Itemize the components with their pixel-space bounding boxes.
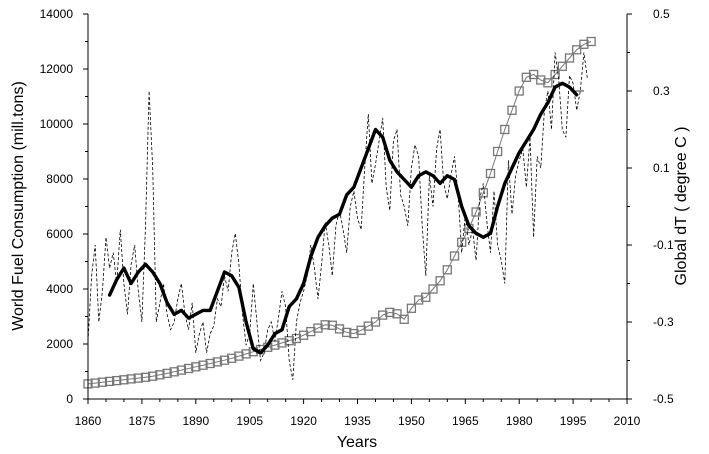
fuel-consumption-point <box>205 358 215 369</box>
x-axis-title: Years <box>337 434 377 451</box>
x-tick-label: 1890 <box>182 414 209 428</box>
fuel-consumption-point <box>485 168 496 179</box>
fuel-consumption-point <box>428 284 438 294</box>
left-y-axis-title: World Fuel Consumption (mill.tons) <box>10 81 27 331</box>
fuel-consumption-point <box>421 292 431 302</box>
x-tick-label: 1875 <box>129 414 156 428</box>
fuel-consumption-point <box>435 276 445 286</box>
left-y-tick-label: 10000 <box>40 117 74 131</box>
right-y-tick-label: 0.3 <box>653 84 670 98</box>
fuel-consumption-point <box>176 365 187 375</box>
fuel-consumption-point <box>399 314 409 324</box>
fuel-consumption-point <box>198 360 208 370</box>
plot-area <box>83 36 596 389</box>
fuel-consumption-line <box>87 41 592 385</box>
x-tick-label: 2010 <box>614 414 641 428</box>
left-y-tick-label: 14000 <box>40 7 74 21</box>
fuel-consumption-point <box>349 328 359 339</box>
fuel-consumption-point <box>320 320 330 330</box>
fuel-consumption-point <box>528 69 539 80</box>
left-y-tick-label: 0 <box>66 392 73 406</box>
fuel-consumption-point <box>449 251 460 261</box>
fuel-consumption-point <box>370 317 381 327</box>
fuel-consumption-point <box>162 368 172 379</box>
right-y-tick-label: -0.1 <box>653 238 674 252</box>
fuel-consumption-point <box>492 146 503 157</box>
fuel-consumption-point <box>378 310 388 320</box>
fuel-consumption-point <box>277 338 287 348</box>
fuel-consumption-point <box>219 355 230 365</box>
x-tick-label: 1965 <box>452 414 479 428</box>
left-y-tick-label: 2000 <box>46 337 73 351</box>
fuel-consumption-point <box>586 36 596 47</box>
right-y-axis-title: Global dT ( degree C ) <box>673 127 690 286</box>
fuel-consumption-point <box>385 307 395 318</box>
left-y-tick-label: 6000 <box>46 227 73 241</box>
fuel-consumption-point <box>104 376 115 387</box>
fuel-consumption-point <box>500 124 510 135</box>
x-tick-label: 1950 <box>398 414 425 428</box>
fuel-consumption-point <box>234 351 244 361</box>
fuel-consumption-point <box>471 207 481 217</box>
right-y-tick-label: -0.3 <box>653 315 674 329</box>
left-y-tick-label: 8000 <box>46 172 73 186</box>
fuel-consumption-point <box>543 78 553 88</box>
right-y-tick-label: 0.5 <box>653 7 670 21</box>
fuel-consumption-point <box>406 303 417 313</box>
fuel-consumption-point <box>227 353 237 363</box>
x-tick-label: 1860 <box>75 414 102 428</box>
fuel-consumption-point <box>564 53 575 63</box>
x-tick-label: 1920 <box>290 414 317 428</box>
fuel-consumption-point <box>342 327 352 338</box>
fuel-consumption-point <box>536 75 546 85</box>
x-tick-label: 1905 <box>236 414 263 428</box>
right-y-tick-label: -0.5 <box>653 392 674 406</box>
fuel-consumption-point <box>521 72 532 82</box>
x-tick-label: 1995 <box>560 414 587 428</box>
fuel-consumption-point <box>241 349 251 359</box>
fuel-consumption-point <box>119 375 129 385</box>
fuel-consumption-point <box>97 377 108 387</box>
left-y-tick-label: 4000 <box>46 282 73 296</box>
x-tick-label: 1935 <box>344 414 371 428</box>
fuel-consumption-point <box>442 265 452 275</box>
fuel-consumption-point <box>148 371 158 381</box>
axes <box>87 14 628 400</box>
fuel-consumption-point <box>90 378 100 388</box>
left-y-tick-label: 12000 <box>40 62 74 76</box>
fuel-consumption-point <box>550 69 560 80</box>
fuel-consumption-point <box>514 86 524 96</box>
fuel-consumption-point <box>478 188 488 198</box>
fuel-consumption-point <box>169 367 179 377</box>
fuel-consumption-point <box>291 333 302 344</box>
fuel-consumption-point <box>507 105 517 115</box>
fuel-consumption-point <box>284 336 294 346</box>
fuel-consumption-point <box>155 370 165 380</box>
fuel-consumption-point <box>313 323 323 333</box>
temperature-smoothed-line <box>107 81 579 355</box>
fuel-consumption-point <box>572 45 582 55</box>
fuel-consumption-point <box>579 39 589 49</box>
x-tick-label: 1980 <box>506 414 533 428</box>
fuel-consumption-point <box>183 363 194 374</box>
fuel-consumption-point <box>413 295 424 305</box>
fuel-consumption-point <box>133 373 143 383</box>
fuel-consumption-point <box>392 309 402 319</box>
fuel-consumption-point <box>112 375 122 386</box>
fuel-consumption-point <box>557 61 567 71</box>
fuel-consumption-point <box>191 362 201 372</box>
fuel-consumption-point <box>212 357 223 367</box>
fuel-consumption-point <box>140 372 151 382</box>
fuel-consumption-point <box>126 374 136 384</box>
ticks: 1860 1875 1890 1905 1920 1935 1950 1965 1980 1995… <box>40 7 674 428</box>
right-y-tick-label: 0.1 <box>653 161 670 175</box>
temperature-annual-line <box>87 52 588 380</box>
